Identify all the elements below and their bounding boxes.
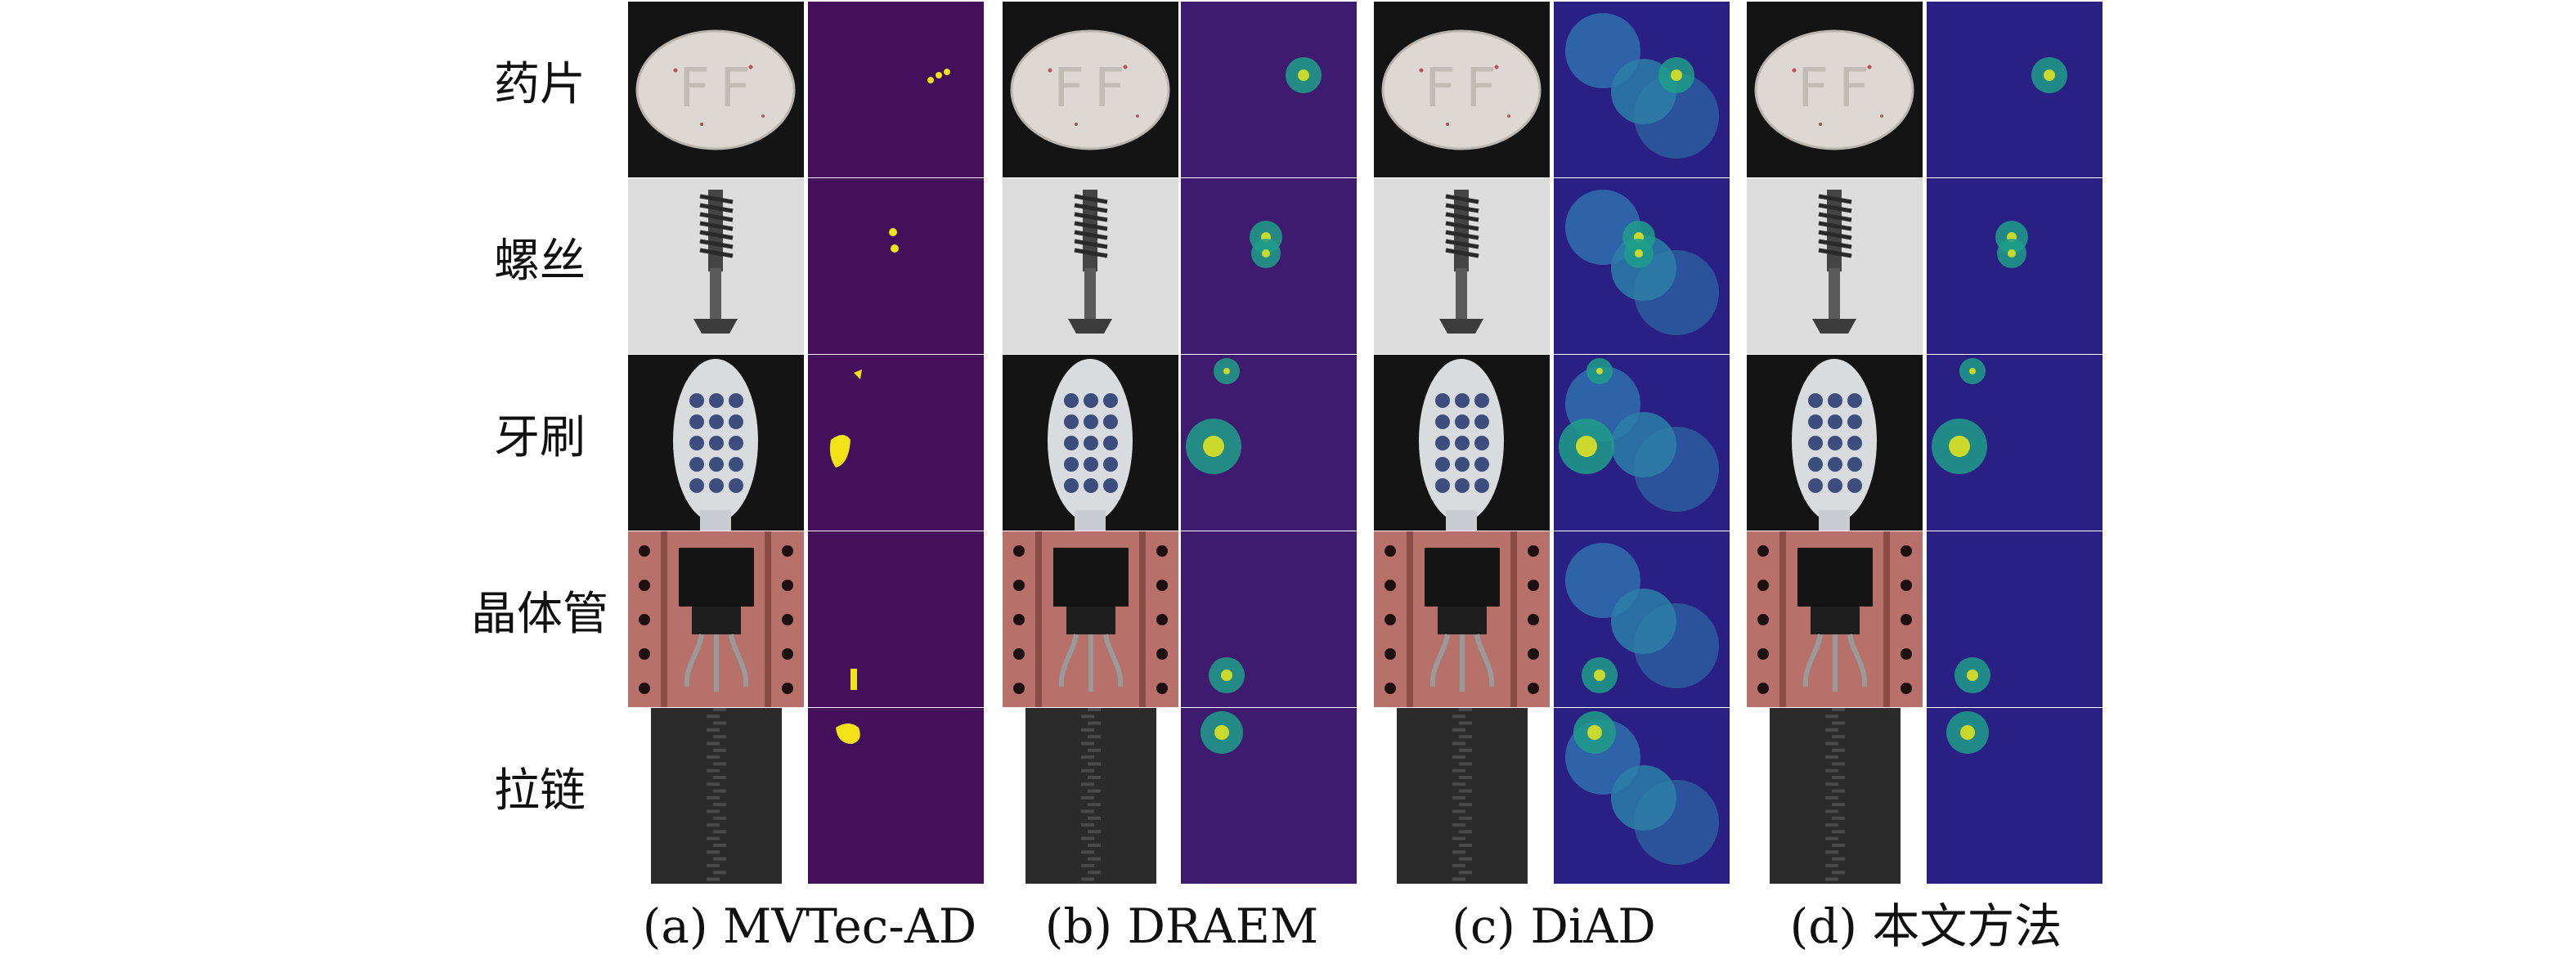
caption-mvtec-ad: (a) MVTec-AD [642,898,977,954]
row-label-pill: 药片 [494,58,586,111]
screw-image-panel-7 [1747,178,1923,354]
pill-heatmap-panel-6 [1554,2,1730,177]
zipper-image-panel-3 [1003,708,1178,884]
transistor-image-panel-1 [628,531,804,707]
pill-image-panel-5: F F [1374,2,1550,177]
row-label-transistor: 晶体管 [471,588,608,641]
caption-our-method: (d) 本文方法 [1789,898,2062,954]
toothbrush-heatmap-panel-6 [1554,355,1730,531]
pill-heatmap-panel-4 [1181,2,1357,177]
toothbrush-mask-panel-2 [808,355,984,531]
pill-mask-panel-2 [808,2,984,177]
svg-text:F: F [1425,56,1456,119]
screw-image-panel-3 [1003,178,1178,354]
screw-heatmap-panel-6 [1554,178,1730,354]
pill-image-panel-7: F F [1747,2,1923,177]
transistor-image-panel-3 [1003,531,1178,707]
toothbrush-image-panel-7 [1747,355,1923,531]
svg-text:F: F [1838,56,1869,119]
svg-text:F: F [1053,56,1084,119]
caption-diad: (c) DiAD [1452,898,1656,954]
row-label-toothbrush: 牙刷 [494,411,586,464]
pill-image-panel-1: F F [628,2,804,177]
pill-heatmap-panel-8 [1927,2,2103,177]
caption-draem: (b) DRAEM [1044,898,1319,954]
transistor-mask-panel-2 [808,531,984,707]
zipper-heatmap-panel-8 [1927,708,2103,884]
svg-text:F: F [720,56,751,119]
zipper-image-panel-5 [1374,708,1550,884]
toothbrush-image-panel-3 [1003,355,1178,531]
toothbrush-image-panel-5 [1374,355,1550,531]
pill-image-panel-3: F F [1003,2,1178,177]
screw-heatmap-panel-8 [1927,178,2103,354]
toothbrush-image-panel-1 [628,355,804,531]
screw-image-panel-1 [628,178,804,354]
svg-text:F: F [679,56,710,119]
transistor-heatmap-panel-6 [1554,531,1730,707]
svg-text:F: F [1797,56,1829,119]
screw-mask-panel-2 [808,178,984,354]
transistor-heatmap-panel-8 [1927,531,2103,707]
transistor-heatmap-panel-4 [1181,531,1357,707]
zipper-image-panel-1 [628,708,804,884]
row-label-zipper: 拉链 [494,764,586,817]
toothbrush-heatmap-panel-8 [1927,355,2103,531]
svg-text:F: F [1094,56,1125,119]
zipper-heatmap-panel-6 [1554,708,1730,884]
screw-heatmap-panel-4 [1181,178,1357,354]
zipper-mask-panel-2 [808,708,984,884]
toothbrush-heatmap-panel-4 [1181,355,1357,531]
row-label-screw: 螺丝 [494,235,586,288]
svg-text:F: F [1465,56,1497,119]
zipper-heatmap-panel-4 [1181,708,1357,884]
transistor-image-panel-5 [1374,531,1550,707]
screw-image-panel-5 [1374,178,1550,354]
transistor-image-panel-7 [1747,531,1923,707]
zipper-image-panel-7 [1747,708,1923,884]
